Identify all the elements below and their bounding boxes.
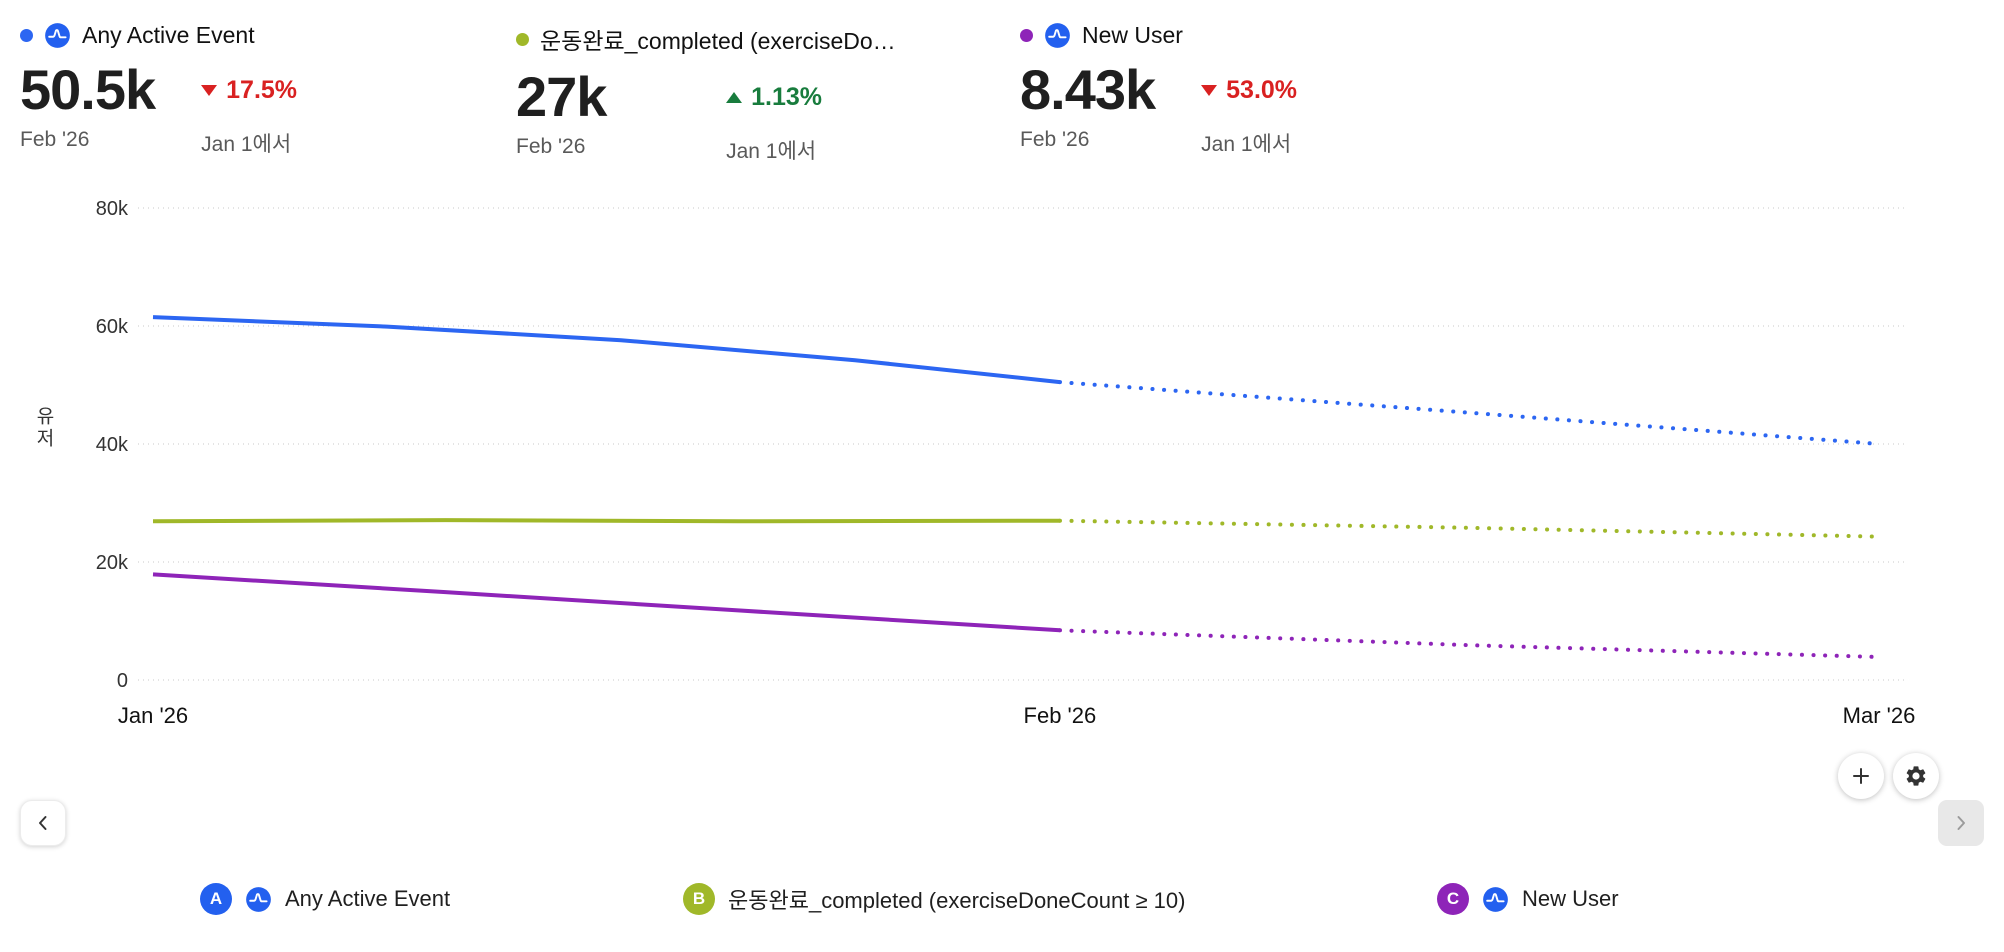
amplitude-event-icon bbox=[44, 22, 71, 49]
amplitude-event-icon bbox=[1482, 886, 1509, 913]
kpi-value: 50.5k bbox=[20, 58, 156, 121]
series-line-dotted[interactable] bbox=[1057, 380, 1881, 446]
next-page-button[interactable] bbox=[1938, 800, 1984, 846]
y-tick-label: 80k bbox=[96, 198, 129, 220]
kpi-any-active-event[interactable]: Any Active Event 50.5k 17.5% Feb '26 Jan… bbox=[20, 22, 297, 158]
y-tick-label: 60k bbox=[96, 316, 129, 338]
amplitude-event-icon bbox=[245, 886, 272, 913]
y-tick-label: 0 bbox=[117, 670, 128, 692]
y-axis-label: 유저 bbox=[33, 406, 54, 450]
kpi-value: 8.43k bbox=[1020, 58, 1156, 121]
kpi-change-from: Jan 1에서 bbox=[201, 132, 292, 156]
kpi-title-row: Any Active Event bbox=[20, 22, 297, 49]
kpi-title: 운동완료_completed (exerciseDo… bbox=[540, 28, 896, 54]
y-tick-label: 20k bbox=[96, 552, 129, 574]
kpi-date: Feb '26 bbox=[516, 134, 586, 158]
legend-badge: A bbox=[200, 883, 232, 915]
triangle-up-icon bbox=[726, 91, 743, 103]
legend-item-any-active-event[interactable]: A Any Active Event bbox=[200, 883, 450, 915]
series-color-dot bbox=[1020, 29, 1033, 42]
kpi-value: 27k bbox=[516, 65, 607, 128]
series-line-solid[interactable] bbox=[152, 315, 1061, 385]
prev-page-button[interactable] bbox=[20, 800, 66, 846]
x-tick-label: Mar '26 bbox=[1843, 703, 1916, 728]
x-tick-label: Jan '26 bbox=[118, 703, 188, 728]
kpi-change-value: 17.5% bbox=[226, 75, 298, 104]
series-line-solid[interactable] bbox=[152, 518, 1060, 524]
plus-icon bbox=[1853, 768, 1869, 784]
kpi-change: 1.13% bbox=[726, 83, 896, 112]
kpi-change-value: 53.0% bbox=[1226, 75, 1298, 104]
kpi-date: Feb '26 bbox=[20, 127, 90, 151]
gear-icon bbox=[1906, 766, 1926, 786]
legend-item-exercise-completed[interactable]: B 운동완료_completed (exerciseDoneCount ≥ 10… bbox=[683, 883, 1185, 915]
chevron-left-icon bbox=[39, 816, 47, 830]
kpi-title: New User bbox=[1082, 22, 1183, 48]
kpi-title: Any Active Event bbox=[82, 22, 255, 48]
series-line-dotted[interactable] bbox=[1057, 628, 1881, 659]
kpi-exercise-completed[interactable]: 운동완료_completed (exerciseDo… 27k 1.13% Fe… bbox=[516, 22, 896, 165]
x-tick-label: Feb '26 bbox=[1024, 703, 1097, 728]
legend-label: 운동완료_completed (exerciseDoneCount ≥ 10) bbox=[728, 888, 1186, 913]
legend-badge: B bbox=[683, 883, 715, 915]
y-tick-label: 40k bbox=[96, 434, 129, 456]
add-button[interactable] bbox=[1838, 753, 1884, 799]
legend-label: Any Active Event bbox=[285, 886, 451, 911]
kpi-change-value: 1.13% bbox=[751, 82, 822, 111]
kpi-title-row: New User bbox=[1020, 22, 1297, 49]
series-line-dotted[interactable] bbox=[1057, 518, 1881, 539]
kpi-change: 17.5% bbox=[201, 76, 297, 105]
triangle-down-icon bbox=[201, 84, 218, 96]
chevron-right-icon bbox=[1957, 816, 1965, 830]
kpi-date: Feb '26 bbox=[1020, 127, 1090, 151]
series-color-dot bbox=[516, 32, 529, 46]
legend-item-new-user[interactable]: C New User bbox=[1437, 883, 1619, 915]
amplitude-event-icon bbox=[1044, 22, 1071, 49]
kpi-new-user[interactable]: New User 8.43k 53.0% Feb '26 Jan 1에서 bbox=[1020, 22, 1297, 158]
triangle-down-icon bbox=[1201, 84, 1218, 96]
kpi-change: 53.0% bbox=[1201, 76, 1297, 105]
kpi-title-row: 운동완료_completed (exerciseDo… bbox=[516, 22, 896, 56]
kpi-change-from: Jan 1에서 bbox=[726, 139, 817, 163]
settings-button[interactable] bbox=[1893, 753, 1939, 799]
series-line-solid[interactable] bbox=[152, 572, 1061, 633]
legend-badge: C bbox=[1437, 883, 1469, 915]
series-color-dot bbox=[20, 29, 33, 42]
legend-label: New User bbox=[1522, 886, 1619, 911]
kpi-change-from: Jan 1에서 bbox=[1201, 132, 1292, 156]
